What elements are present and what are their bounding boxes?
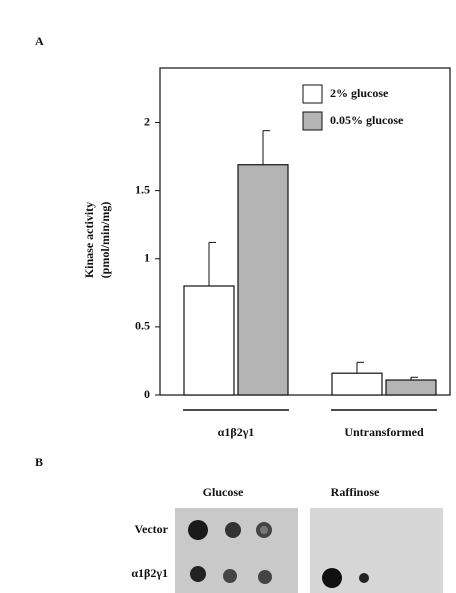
- legend-label: 0.05% glucose: [330, 113, 404, 127]
- legend-swatch: [302, 84, 323, 104]
- column-label: Glucose: [203, 485, 244, 499]
- y-axis-label: Kinase activity: [82, 202, 96, 278]
- column-label: Raffinose: [331, 485, 380, 499]
- bar: [385, 379, 437, 396]
- panel-label: A: [35, 34, 44, 48]
- y-tick-label: 1: [144, 251, 150, 265]
- bar: [331, 372, 383, 396]
- legend-swatch: [302, 111, 323, 131]
- plot-frame: [159, 67, 451, 396]
- y-tick-label: 0.5: [135, 319, 150, 333]
- legend-label: 2% glucose: [330, 86, 389, 100]
- panel-label: B: [35, 455, 43, 469]
- bar: [183, 285, 235, 396]
- row-label: Vector: [134, 522, 168, 536]
- blot-image: [175, 508, 298, 593]
- x-tick-label: Untransformed: [344, 425, 424, 439]
- y-tick-label: 0: [144, 387, 150, 401]
- y-tick-label: 2: [144, 114, 150, 128]
- blot-image: [310, 508, 443, 593]
- row-label: α1β2γ1: [131, 566, 168, 580]
- bar: [237, 164, 289, 396]
- y-tick-label: 1.5: [135, 182, 150, 196]
- x-tick-label: α1β2γ1: [218, 425, 255, 439]
- y-axis-label: (pmol/min/mg): [98, 202, 112, 279]
